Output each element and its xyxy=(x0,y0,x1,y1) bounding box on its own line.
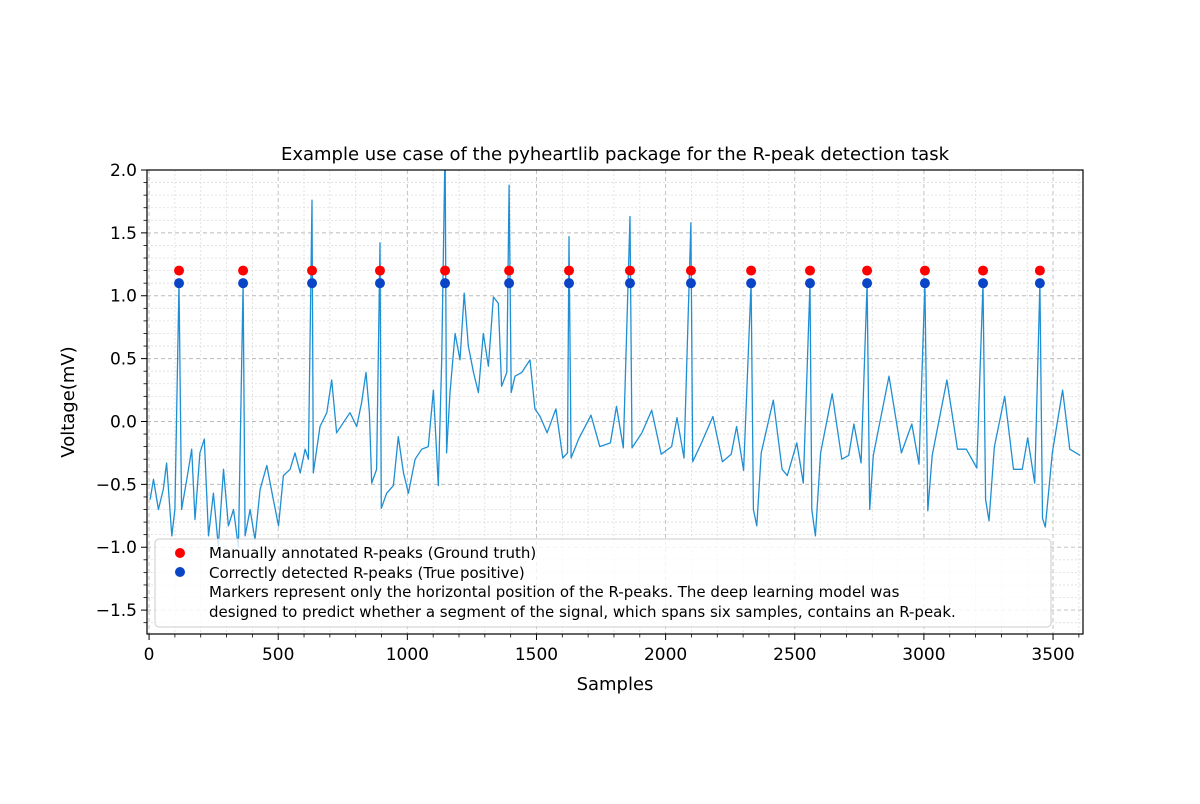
ground-truth-peak-marker xyxy=(805,265,815,276)
ground-truth-peak-marker xyxy=(564,265,575,276)
ground-truth-peak-marker xyxy=(238,265,249,276)
ground-truth-peak-marker xyxy=(919,265,930,276)
detected-peak-marker xyxy=(504,278,515,289)
detected-peak-marker xyxy=(440,278,451,289)
y-axis-label: Voltage(mV) xyxy=(58,346,79,457)
legend-note-line-2: designed to predict whether a segment of… xyxy=(209,603,956,621)
detected-peak-marker xyxy=(685,278,696,289)
detected-peak-marker xyxy=(1034,278,1045,289)
detected-peak-marker xyxy=(746,278,757,289)
legend-marker-true-positive xyxy=(175,567,185,577)
detected-peak-marker xyxy=(978,278,989,289)
x-tick-label: 1000 xyxy=(386,645,429,665)
legend: Manually annotated R-peaks (Ground truth… xyxy=(154,538,1052,628)
y-tick-label: −1.0 xyxy=(96,538,137,558)
signal-layer xyxy=(149,170,1081,548)
y-tick-label: 1.5 xyxy=(110,224,137,244)
y-tick-label: 1.0 xyxy=(110,287,137,307)
ground-truth-peak-marker xyxy=(440,265,451,276)
detected-peak-marker xyxy=(307,278,318,289)
legend-marker-ground-truth xyxy=(175,548,185,558)
detected-peak-marker xyxy=(862,278,873,289)
x-tick-label: 2500 xyxy=(773,645,816,665)
y-tick-label: −0.5 xyxy=(96,475,137,495)
ground-truth-peak-marker xyxy=(1034,265,1045,276)
ground-truth-peak-marker xyxy=(174,265,185,276)
legend-label-ground-truth: Manually annotated R-peaks (Ground truth… xyxy=(209,544,536,562)
x-tick-label: 0 xyxy=(144,645,155,665)
x-tick-label: 1500 xyxy=(515,645,558,665)
detected-peak-marker xyxy=(374,278,385,289)
x-tick-label: 3000 xyxy=(902,645,945,665)
detected-peak-marker xyxy=(174,278,185,289)
plot-frame xyxy=(146,169,1084,635)
ground-truth-peak-marker xyxy=(624,265,635,276)
detected-peak-marker xyxy=(919,278,930,289)
detected-peak-marker xyxy=(805,278,815,289)
x-axis-label: Samples xyxy=(577,674,654,695)
legend-note-line-1: Markers represent only the horizontal po… xyxy=(209,583,900,601)
legend-box xyxy=(154,538,1052,628)
x-tick-label: 3500 xyxy=(1031,645,1074,665)
ground-truth-peak-marker xyxy=(862,265,873,276)
legend-label-true-positive: Correctly detected R-peaks (True positiv… xyxy=(209,564,525,582)
detected-peak-marker xyxy=(564,278,575,289)
x-tick-label: 500 xyxy=(262,645,294,665)
y-tick-label: −1.5 xyxy=(96,601,137,621)
ground-truth-peak-marker xyxy=(685,265,696,276)
ground-truth-peak-marker xyxy=(307,265,318,276)
detected-peak-marker xyxy=(624,278,635,289)
y-tick-label: 2.0 xyxy=(110,161,137,181)
ground-truth-peak-marker xyxy=(504,265,515,276)
chart-title: Example use case of the pyheartlib packa… xyxy=(281,144,950,165)
ground-truth-peak-marker xyxy=(978,265,989,276)
ground-truth-peak-marker xyxy=(746,265,757,276)
detected-peak-marker xyxy=(238,278,249,289)
marker-layer xyxy=(174,265,1045,289)
y-tick-label: 0.5 xyxy=(110,350,137,370)
y-tick-label: 0.0 xyxy=(110,412,137,432)
ground-truth-peak-marker xyxy=(374,265,385,276)
ticks: 0 500 1000 1500 2000 2500 3000 3500 −1.5 −1.0 −0.5… xyxy=(96,161,1080,665)
ecg-signal-line xyxy=(149,170,1081,548)
x-tick-label: 2000 xyxy=(644,645,687,665)
